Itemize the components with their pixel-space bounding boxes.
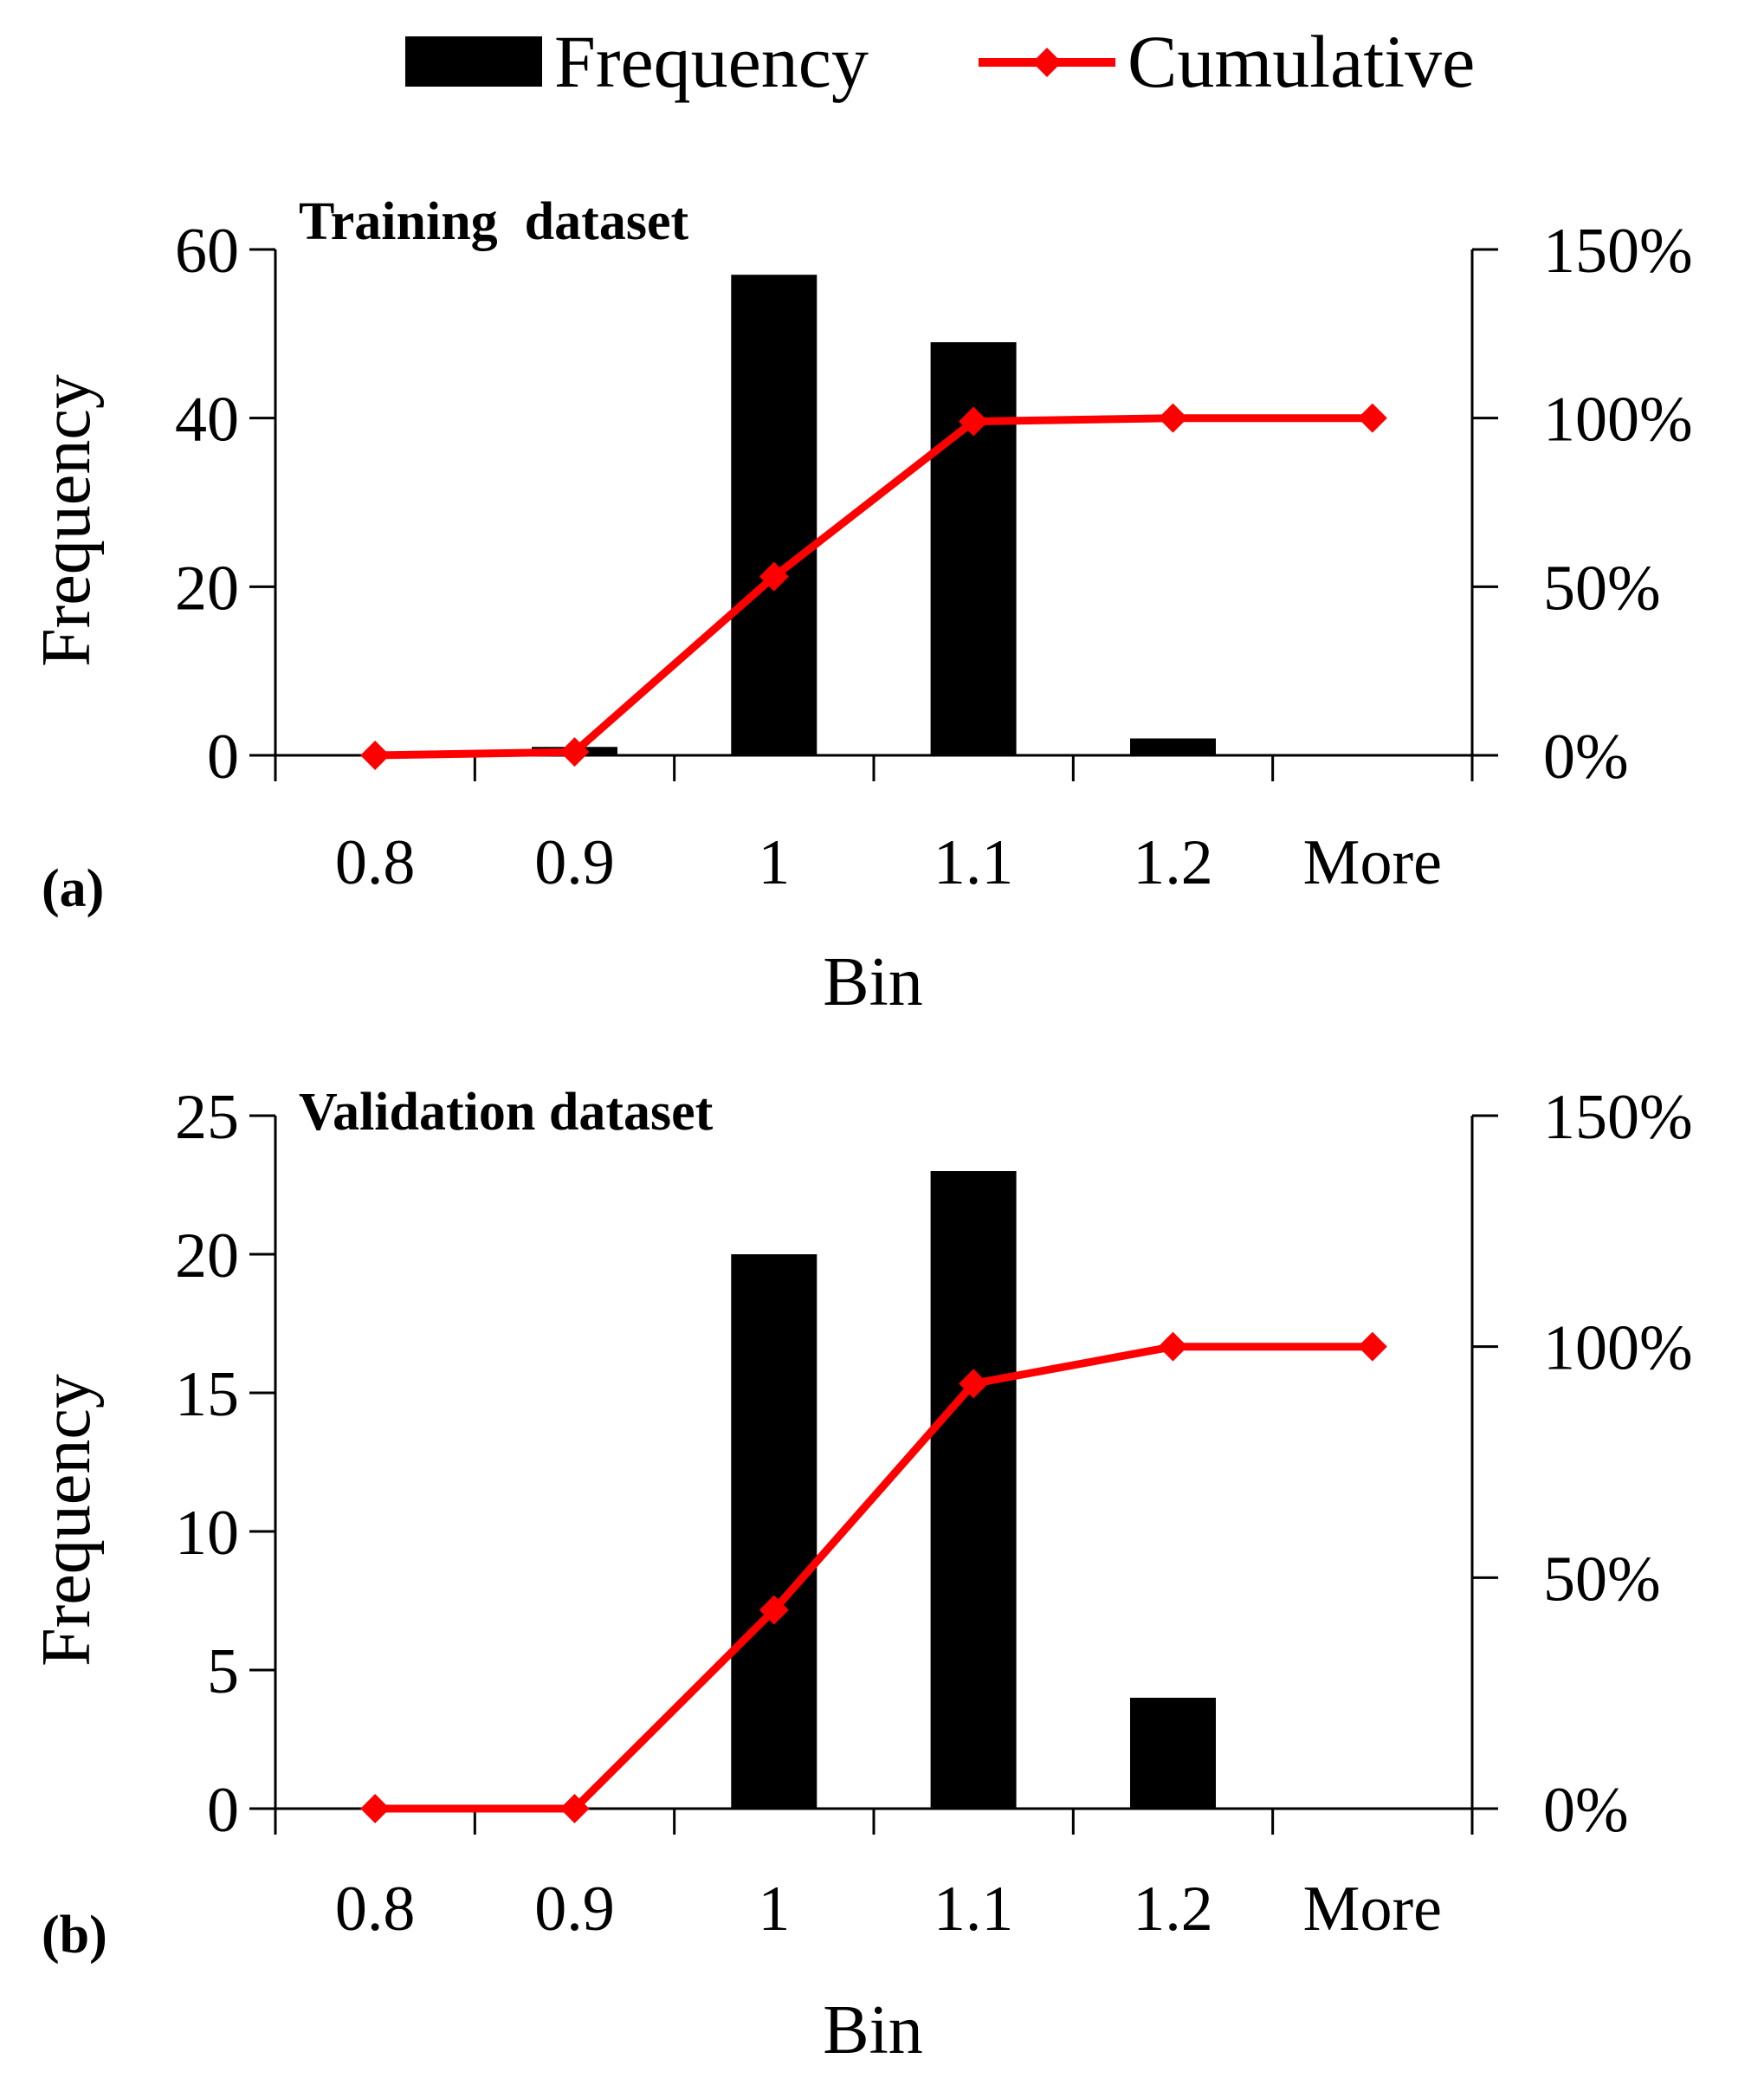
panel-b-validation-chart: 0 5 10 15 20 25 0% 50% 100% 150% 0.8 0.9 1 1.1 1.2 More…: [29, 1082, 1693, 2068]
x-tick-label: 0.9: [534, 1874, 615, 1945]
panel-label: (b): [42, 1906, 107, 1965]
x-tick-label: 1: [758, 1874, 790, 1945]
bar-1.2: [1130, 738, 1216, 755]
x-tick-label: 0.8: [335, 827, 416, 898]
y-axis-title: Frequency: [29, 1374, 105, 1667]
cumulative-point-1.1: [959, 1369, 989, 1399]
cumulative-point-More: [1357, 403, 1387, 433]
y-tick-label: 0: [207, 722, 239, 793]
bar-1: [731, 1254, 817, 1809]
legend-cumulative-marker: [1032, 48, 1062, 77]
legend-frequency-label: Frequency: [554, 20, 869, 103]
cumulative-line: [375, 1343, 1373, 1813]
y2-tick-label: 150%: [1543, 216, 1693, 287]
x-tick-label: 1: [758, 827, 790, 898]
panel-title: Validation dataset: [299, 1083, 714, 1142]
y-tick-label: 10: [175, 1498, 239, 1569]
y2-tick-label: 100%: [1543, 385, 1693, 456]
cumulative-point-1: [759, 1595, 789, 1625]
cumulative-point-0.8: [360, 741, 391, 770]
cumulative-point-0.8: [360, 1794, 391, 1823]
legend-cumulative-label: Cumulative: [1128, 20, 1475, 103]
y2-tick-label: 100%: [1543, 1313, 1693, 1384]
cumulative-point-1.2: [1158, 403, 1188, 433]
cumulative-point-0.9: [559, 1794, 590, 1823]
bar-1.1: [930, 1171, 1017, 1809]
x-axis-title: Bin: [823, 944, 923, 1020]
cumulative-line: [375, 414, 1373, 760]
x-tick-label: More: [1303, 827, 1442, 898]
y-tick-label: 60: [175, 216, 239, 287]
x-tick-label: 0.8: [335, 1874, 416, 1945]
y-tick-label: 0: [207, 1775, 239, 1846]
x-tick-label: 1.2: [1133, 1874, 1213, 1945]
panel-title: Training dataset: [299, 192, 688, 251]
y-tick-label: 20: [175, 1220, 239, 1292]
legend: Frequency Cumulative: [405, 20, 1475, 103]
y-tick-label: 15: [175, 1359, 239, 1430]
x-tick-label: More: [1303, 1874, 1442, 1945]
cumulative-point-1.1: [959, 406, 989, 437]
cumulative-point-More: [1357, 1331, 1387, 1362]
x-tick-label: 0.9: [534, 827, 615, 898]
y-tick-label: 5: [207, 1636, 239, 1707]
y2-tick-label: 50%: [1543, 553, 1661, 624]
y-tick-label: 20: [175, 553, 239, 624]
bar-1.1: [930, 342, 1017, 755]
y2-tick-label: 150%: [1543, 1082, 1693, 1153]
bar-1: [731, 275, 817, 755]
legend-frequency-swatch: [405, 36, 542, 87]
cumulative-point-0.9: [559, 737, 590, 767]
x-tick-label: 1.1: [934, 827, 1014, 898]
panel-a-training-chart: 0 20 40 60 0% 50% 100% 150% 0.8 0.9 1 1.1 1.2 More Tr…: [29, 192, 1693, 1020]
bar-1.2: [1130, 1698, 1216, 1809]
cumulative-point-1: [759, 561, 789, 592]
y2-tick-label: 50%: [1543, 1544, 1661, 1615]
y-tick-label: 25: [175, 1082, 239, 1153]
cumulative-point-1.2: [1158, 1331, 1188, 1362]
y2-tick-label: 0%: [1543, 1775, 1629, 1846]
x-tick-label: 1.2: [1133, 827, 1213, 898]
y2-tick-label: 0%: [1543, 722, 1629, 793]
panel-label: (a): [42, 859, 104, 918]
y-axis-title: Frequency: [29, 374, 105, 667]
y-tick-label: 40: [175, 385, 239, 456]
x-tick-label: 1.1: [934, 1874, 1014, 1945]
x-axis-title: Bin: [823, 1992, 923, 2068]
